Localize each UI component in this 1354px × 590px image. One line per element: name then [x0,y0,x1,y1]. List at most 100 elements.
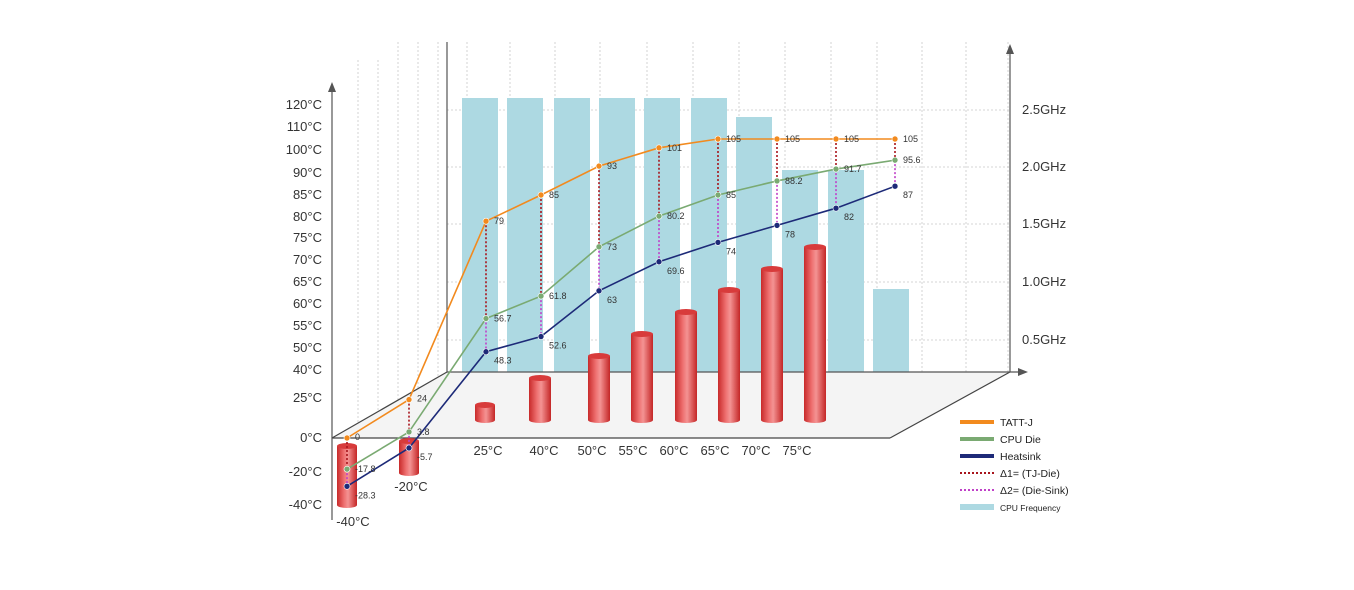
cylinder-top [631,331,653,337]
floor-plane [332,372,1010,438]
left-axis-tick: 60°C [293,296,322,311]
legend-item-tatt-j: TATT-J [960,417,1033,429]
x-axis-label: 75°C [782,443,811,458]
legend-item-cpu-frequency: CPU Frequency [960,503,1061,513]
ambient-cylinder [399,438,419,476]
left-axis-tick: 100°C [286,142,322,157]
cylinder-body [761,269,783,423]
data-point-cpu-die [405,428,413,436]
data-label: 69.6 [667,266,685,276]
left-axis-tick: 90°C [293,165,322,180]
data-label: 105 [903,134,918,144]
left-axis-tick: 80°C [293,209,322,224]
data-point-heatsink [343,482,351,490]
legend-label: CPU Frequency [1000,503,1061,513]
data-label: 105 [844,134,859,144]
frequency-bar [599,98,635,372]
data-point-cpu-die [714,191,722,199]
x-axis-label: 60°C [659,443,688,458]
data-point-heatsink [773,222,781,229]
data-label: 24 [417,394,427,404]
data-point-heatsink [655,258,663,266]
cylinder-body [718,290,740,423]
data-point-heatsink [891,182,899,190]
data-label: 87 [903,190,913,200]
cylinder-top [588,353,610,359]
ambient-cylinder [718,287,740,423]
left-axis-tick: 120°C [286,97,322,112]
right-axis-tick: 2.0GHz [1022,159,1066,174]
data-point-cpu-die [655,212,663,220]
legend-label: TATT-J [1000,417,1033,429]
data-point-cpu-die [832,165,840,173]
left-axis-tick: 70°C [293,252,322,267]
data-point-tatt-j [832,135,840,143]
floor-right-edge [889,371,1011,439]
ambient-cylinder [337,443,357,508]
x-axis-label: 55°C [618,443,647,458]
ambient-cylinder [529,375,551,423]
legend-label: Δ2= (Die-Sink) [1000,485,1069,497]
data-point-tatt-j [343,434,351,442]
ambient-cylinder [804,244,826,423]
data-point-tatt-j [891,135,899,143]
data-point-heatsink [537,333,545,340]
x-axis-label: 50°C [577,443,606,458]
right-axis-tick: 0.5GHz [1022,332,1066,347]
series-line-tatt-j [346,138,895,439]
data-label: 61.8 [549,291,567,301]
data-point-heatsink [405,444,413,452]
frequency-bar [507,98,543,372]
frequency-bar [873,289,909,372]
data-point-cpu-die [537,292,545,300]
cylinder-body [588,356,610,423]
data-label: 63 [607,295,617,305]
series-line-cpu-die [346,159,896,470]
data-label: 95.6 [903,155,921,165]
back-x-axis-arrow [1018,368,1028,376]
cylinder-top [804,244,826,250]
x-axis-label: 25°C [473,443,502,458]
data-label: 79 [494,216,504,226]
series-line-heatsink [346,185,896,487]
x-axis-label: 40°C [529,443,558,458]
data-label: 85 [549,190,559,200]
data-point-tatt-j [655,144,663,152]
frequency-bar [554,98,590,372]
cylinder-body [675,312,697,423]
data-point-cpu-die [595,243,603,251]
ambient-cylinder [588,353,610,423]
ambient-cylinder [675,309,697,423]
data-label: 0 [355,432,360,442]
front-x-label: -40°C [336,514,369,529]
data-label: 88.2 [785,176,803,186]
left-y-axis-arrow [328,82,336,92]
cylinder-body [337,446,357,508]
right-axis-tick: 1.5GHz [1022,216,1066,231]
cylinder-body [631,334,653,423]
cylinder-top [761,266,783,272]
legend: TATT-J CPU Die Heatsink Δ1= (TJ-Die) Δ2= (Di… [960,417,1069,513]
delta-lines [346,139,896,487]
x-axis-label: 65°C [700,443,729,458]
data-point-cpu-die [343,465,351,473]
data-label: 56.7 [494,314,512,324]
data-label: 82 [844,212,854,222]
ambient-cylinders [337,244,826,508]
legend-item-cpu-die: CPU Die [960,434,1041,446]
data-labels: 0 24 79 85 93 101 105 105 105 105 -17.8 3.8 56.7 61.8… [355,134,921,500]
data-label: 85 [726,190,736,200]
cylinder-body [399,441,419,476]
data-point-cpu-die [482,315,490,322]
left-axis-tick: 75°C [293,230,322,245]
data-point-tatt-j [773,135,781,143]
cylinder-body [804,247,826,423]
ambient-cylinder [631,331,653,423]
data-point-tatt-j [482,217,490,225]
data-point-tatt-j [537,191,545,199]
data-point-cpu-die [891,156,899,164]
data-point-heatsink [714,239,722,246]
data-point-heatsink [482,348,490,356]
data-point-heatsink [832,204,840,212]
